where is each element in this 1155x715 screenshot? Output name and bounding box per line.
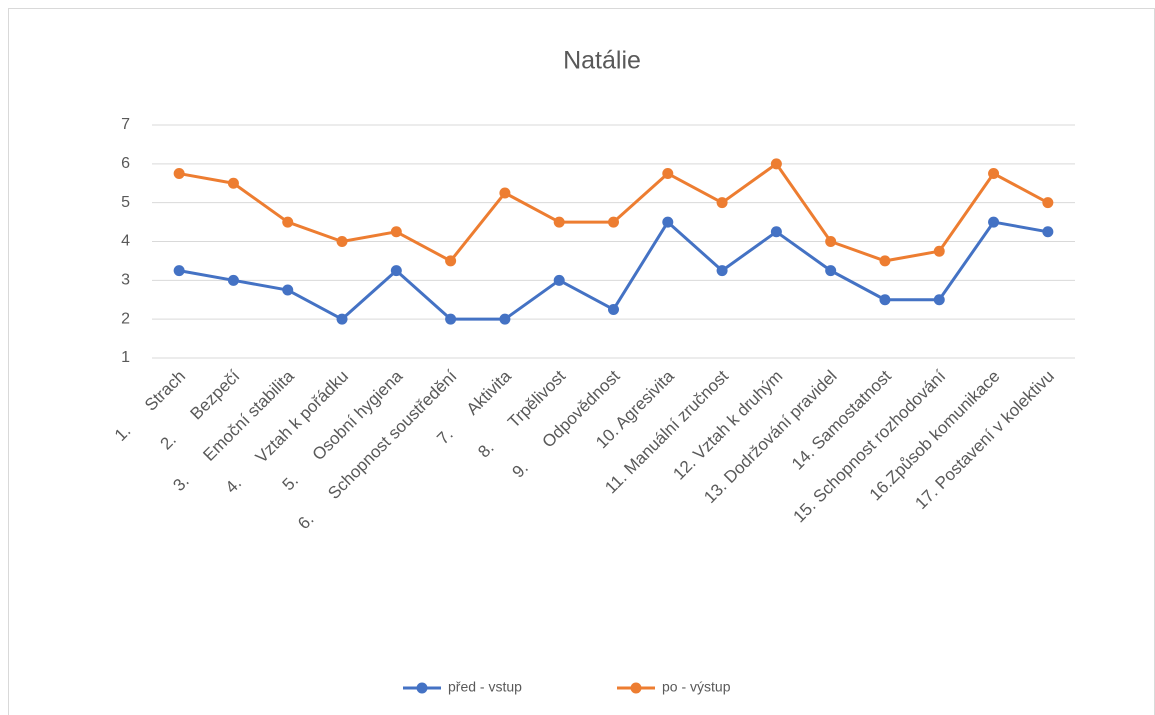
y-tick-label: 4: [121, 233, 130, 250]
data-point: [553, 274, 565, 286]
data-point: [770, 226, 782, 238]
data-point: [825, 236, 837, 247]
data-point: [608, 216, 619, 228]
data-point: [988, 216, 1000, 228]
data-point: [336, 236, 348, 247]
data-point: [336, 313, 348, 325]
data-point: [825, 265, 837, 277]
data-point: [282, 216, 294, 228]
data-point: [988, 168, 1000, 180]
data-point: [173, 265, 185, 277]
data-point: [933, 245, 945, 257]
data-point: [173, 168, 185, 180]
y-tick-label: 1: [121, 349, 130, 366]
data-point: [390, 226, 402, 238]
legend-label: před - vstup: [448, 679, 522, 695]
data-point: [499, 187, 511, 199]
data-point: [933, 294, 945, 306]
data-point: [716, 265, 728, 277]
data-point: [553, 216, 565, 228]
data-point: [770, 158, 782, 170]
data-point: [608, 303, 619, 315]
legend-marker: [416, 682, 428, 694]
data-point: [879, 294, 891, 306]
legend-marker: [630, 682, 642, 694]
data-point: [445, 255, 457, 267]
chart-border: [8, 8, 1155, 715]
chart-title: Natálie: [563, 47, 641, 75]
legend-label: po - výstup: [662, 679, 731, 695]
data-point: [282, 284, 294, 296]
data-point: [390, 265, 402, 277]
data-point: [662, 168, 674, 180]
data-point: [716, 197, 728, 209]
data-point: [879, 255, 891, 267]
data-point: [499, 313, 511, 325]
data-point: [227, 274, 239, 286]
y-tick-label: 2: [121, 310, 130, 327]
data-point: [1042, 197, 1054, 209]
data-point: [445, 313, 457, 325]
data-point: [227, 177, 239, 189]
y-tick-label: 6: [121, 155, 130, 172]
data-point: [662, 216, 674, 228]
y-tick-label: 5: [121, 194, 130, 211]
y-tick-label: 7: [121, 116, 130, 133]
data-point: [1042, 226, 1054, 238]
y-tick-label: 3: [121, 272, 130, 289]
